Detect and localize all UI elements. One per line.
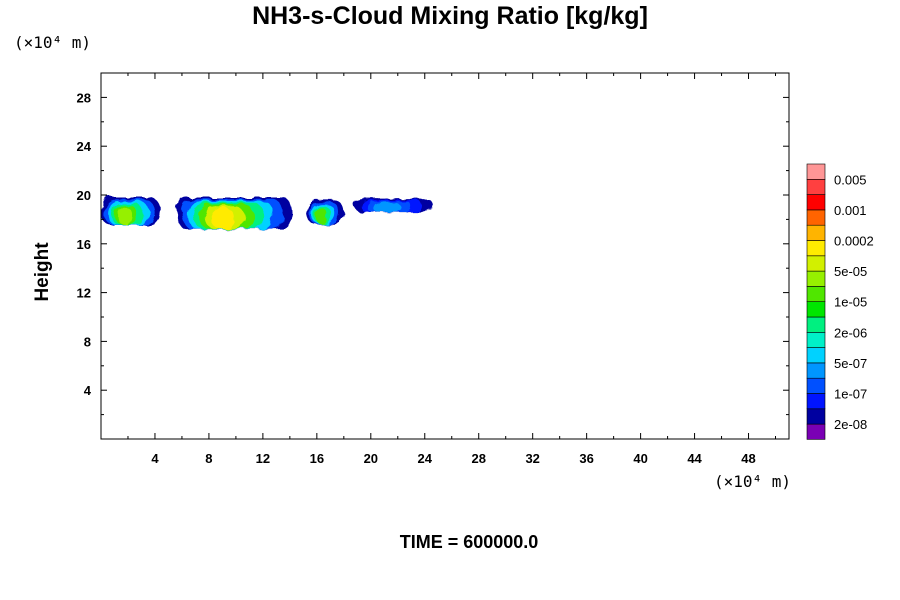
colorbar-label: 0.001 — [834, 203, 867, 218]
cloud-contour-band — [210, 207, 235, 229]
colorbar-label: 1e-05 — [834, 295, 867, 310]
y-tick-label: 4 — [84, 383, 92, 398]
colorbar-swatch — [806, 209, 826, 226]
colorbar-swatch — [806, 393, 826, 410]
y-tick-label: 16 — [77, 237, 91, 252]
colorbar-swatch — [806, 255, 826, 272]
colorbar-swatch — [806, 316, 826, 333]
x-tick-label: 44 — [687, 451, 702, 466]
y-tick-label: 12 — [77, 286, 91, 301]
x-tick-label: 16 — [310, 451, 324, 466]
y-tick-label: 24 — [77, 139, 92, 154]
colorbar-swatch — [806, 270, 826, 287]
x-tick-label: 4 — [151, 451, 159, 466]
y-tick-label: 20 — [77, 188, 91, 203]
colorbar-label: 5e-07 — [834, 356, 867, 371]
colorbar-swatch — [806, 301, 826, 318]
chart-title: NH3-s-Cloud Mixing Ratio [kg/kg] — [252, 2, 648, 30]
cloud-layer — [101, 197, 161, 226]
colorbar-swatch — [806, 194, 826, 211]
y-tick-label: 8 — [84, 334, 91, 349]
x-tick-label: 48 — [741, 451, 755, 466]
colorbar-label: 0.005 — [834, 172, 867, 187]
x-tick-label: 40 — [633, 451, 647, 466]
y-tick-label: 28 — [77, 90, 91, 105]
x-tick-label: 32 — [525, 451, 539, 466]
x-tick-label: 28 — [471, 451, 485, 466]
colorbar-label: 2e-08 — [834, 417, 867, 432]
colorbar-swatch — [806, 331, 826, 348]
colorbar-swatch — [806, 240, 826, 257]
cloud-layer — [354, 198, 433, 213]
colorbar-swatch — [806, 163, 826, 180]
colorbar-swatch — [806, 377, 826, 394]
x-tick-label: 36 — [579, 451, 593, 466]
y-axis-unit: (×10⁴ m) — [14, 33, 92, 52]
colorbar-swatch — [806, 408, 826, 425]
colorbar-swatch — [806, 286, 826, 302]
plot-frame — [100, 72, 790, 440]
time-label: TIME = 600000.0 — [399, 532, 539, 552]
colorbar-swatch — [806, 347, 826, 364]
cloud-contour-band — [315, 207, 327, 224]
colorbar-label: 1e-07 — [834, 387, 867, 402]
cloud-contour-band — [117, 206, 132, 225]
colorbar-swatch — [806, 179, 826, 195]
cloud-layer — [306, 199, 344, 225]
colorbar-swatch — [806, 224, 826, 241]
colorbar-label: 5e-05 — [834, 264, 867, 279]
cloud-contour-band — [373, 202, 401, 212]
x-tick-label: 24 — [418, 451, 433, 466]
x-tick-label: 20 — [364, 451, 378, 466]
cloud-layer — [176, 197, 293, 230]
x-tick-label: 12 — [256, 451, 270, 466]
colorbar-label: 0.0002 — [834, 234, 874, 249]
x-axis-unit: (×10⁴ m) — [714, 472, 792, 491]
colorbar-label: 2e-06 — [834, 325, 867, 340]
colorbar-swatch — [806, 423, 826, 440]
colorbar-swatch — [806, 362, 826, 379]
x-tick-label: 8 — [205, 451, 212, 466]
